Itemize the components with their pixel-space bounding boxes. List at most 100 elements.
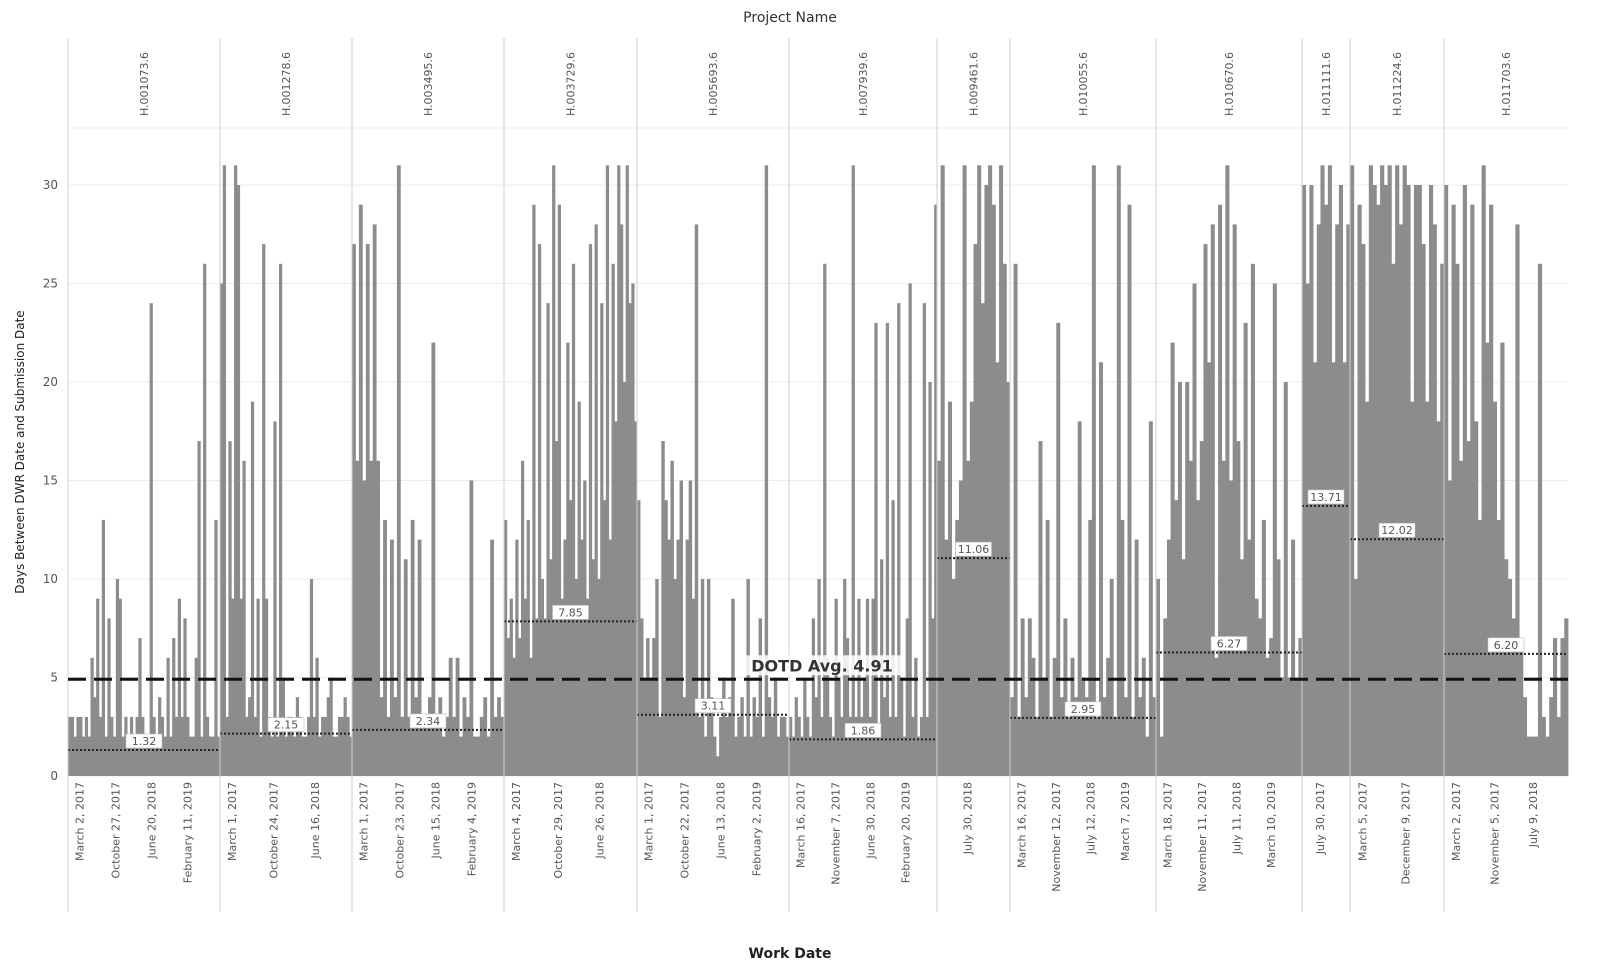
bar (1188, 460, 1193, 776)
bar (608, 539, 612, 776)
bar (1010, 697, 1014, 776)
bar (183, 618, 187, 776)
bar (1365, 401, 1370, 776)
bar (811, 618, 816, 776)
bar (284, 736, 288, 776)
bar (349, 736, 353, 776)
bar (857, 598, 861, 776)
bar (722, 677, 726, 776)
bar (1549, 697, 1554, 776)
bar (731, 598, 735, 776)
bar (1236, 441, 1241, 776)
avg-label: 12.02 (1381, 524, 1413, 537)
bar (194, 657, 198, 776)
avg-label-box (1064, 701, 1102, 717)
bar (1470, 204, 1475, 776)
bar (837, 677, 841, 776)
bar (902, 736, 907, 776)
bar (843, 579, 847, 776)
bar (376, 460, 381, 776)
x-tick-label: February 2, 2019 (751, 782, 764, 876)
bar (1261, 519, 1266, 776)
bar (393, 697, 398, 776)
bar (1432, 224, 1437, 776)
bar (217, 736, 221, 776)
bar (358, 204, 363, 776)
avg-label-box (552, 605, 589, 620)
bar (999, 165, 1004, 777)
avg-label-box (1210, 636, 1248, 651)
bar (1254, 598, 1259, 776)
y-tick-label: 5 (50, 671, 58, 685)
bar (1102, 697, 1107, 776)
bar (1305, 283, 1310, 776)
bar (977, 165, 982, 777)
bar (1063, 618, 1068, 776)
bar (719, 716, 723, 776)
bar (1398, 224, 1404, 776)
avg-label: 6.20 (1494, 639, 1519, 652)
bar (362, 480, 367, 776)
bar (649, 677, 653, 776)
bar (163, 736, 167, 776)
bar (1372, 185, 1377, 776)
bar (951, 579, 956, 776)
bar (431, 342, 436, 776)
bar (1106, 657, 1111, 776)
project-panel: H.005693.6 3.11 March 1, 2017 October 22, 2… (637, 52, 790, 879)
bar (1170, 342, 1175, 776)
avg-label: 6.27 (1217, 637, 1242, 650)
bar (694, 224, 699, 776)
bar (797, 716, 801, 776)
bar (483, 697, 488, 776)
avg-label: 2.34 (416, 715, 441, 728)
bar (600, 303, 604, 776)
bar (767, 697, 772, 776)
bar (1395, 165, 1400, 777)
bar (749, 736, 753, 776)
bar (1402, 165, 1407, 777)
bar (1526, 736, 1531, 776)
avg-label: 1.86 (851, 724, 876, 737)
bar (138, 638, 142, 776)
x-tick-label: October 27, 2017 (110, 782, 123, 879)
bar (298, 716, 302, 776)
bar (1489, 204, 1494, 776)
bar (980, 303, 985, 776)
bar (1541, 716, 1546, 776)
bar (908, 283, 912, 776)
bar (603, 500, 607, 776)
x-tick-label: March 1, 2017 (226, 782, 239, 861)
bar (472, 736, 477, 776)
bar (958, 480, 963, 776)
bar (1024, 697, 1029, 776)
bar (1556, 716, 1561, 776)
x-tick-label: October 24, 2017 (267, 782, 280, 879)
bar (563, 539, 567, 776)
bar (625, 165, 629, 777)
bar (1207, 362, 1212, 776)
bar (597, 579, 601, 776)
bar (865, 598, 870, 776)
bar (706, 579, 711, 776)
project-panels: H.001073.6 1.32 March 2, 2017 October 27, 2… (67, 38, 1569, 912)
project-panel: H.009461.6 11.06 July 30, 2018 (937, 52, 1011, 855)
bar (231, 598, 235, 776)
bar (634, 421, 638, 776)
bar (239, 598, 243, 776)
bar (452, 716, 457, 776)
bar (789, 716, 793, 776)
bar (1095, 716, 1100, 776)
avg-label-box (409, 713, 447, 729)
bar (940, 165, 945, 777)
x-tick-label: October 22, 2017 (679, 782, 692, 879)
y-tick-label: 10 (43, 572, 58, 586)
bar (309, 579, 314, 776)
dotd-avg-label: DOTD Avg. 4.91 (751, 656, 892, 675)
bar (515, 539, 519, 776)
bar (1504, 559, 1509, 776)
bar (1410, 401, 1415, 776)
x-tick-label: July 30, 2018 (962, 782, 975, 855)
bar (1138, 697, 1143, 776)
